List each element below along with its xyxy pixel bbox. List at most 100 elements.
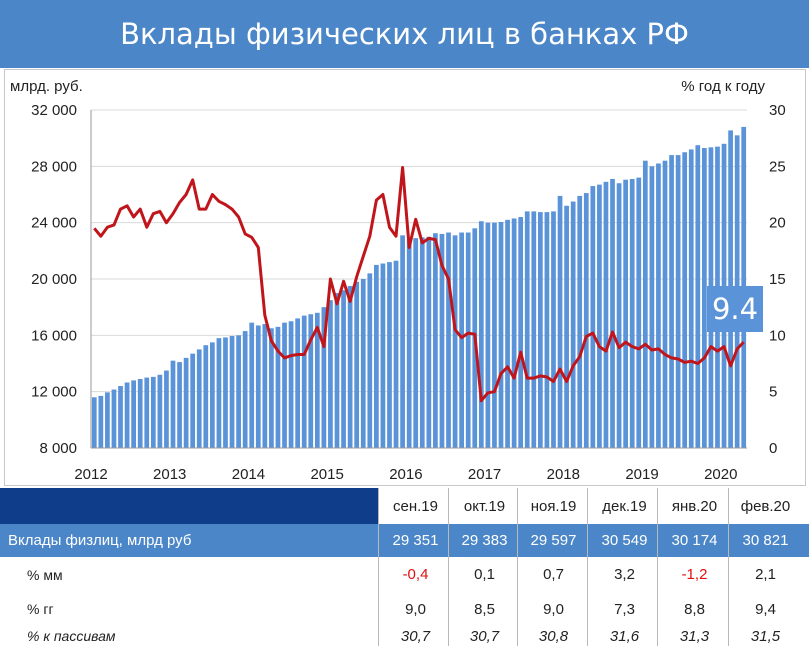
table-cell: 30 821 <box>742 532 789 549</box>
bar <box>662 160 668 448</box>
bar <box>269 328 274 448</box>
bar <box>577 195 583 448</box>
bar <box>459 232 465 448</box>
table-cell: 30,7 <box>469 627 500 645</box>
bar <box>98 395 104 448</box>
left-tick-label: 28 000 <box>31 158 77 175</box>
bar <box>518 217 524 448</box>
x-tick-label: 2015 <box>310 466 343 483</box>
bar <box>262 324 268 448</box>
row-label: Вклады физлиц, млрд руб <box>8 532 192 549</box>
bar <box>413 238 419 448</box>
latest-value-badge <box>707 286 763 332</box>
bar <box>656 163 661 448</box>
x-tick-label: 2018 <box>547 466 580 483</box>
x-tick-label: 2016 <box>389 466 422 483</box>
left-tick-label: 32 000 <box>31 102 77 119</box>
column-divider <box>378 626 379 646</box>
bar <box>236 335 241 448</box>
bar <box>223 337 228 448</box>
table-row: % гг 9,0 8,5 9,0 7,3 8,8 9,4 <box>0 592 809 627</box>
bar <box>400 235 405 448</box>
table-cell: 30 549 <box>601 532 648 549</box>
bar <box>492 222 497 448</box>
bar <box>137 378 143 448</box>
column-divider <box>517 592 518 626</box>
bar <box>124 382 130 448</box>
column-divider <box>587 626 588 646</box>
table-header-row: сен.19 окт.19 ноя.19 дек.19 янв.20 фев.20 <box>0 488 809 525</box>
bar <box>321 307 327 448</box>
column-divider <box>657 488 658 524</box>
chart-panel: 8 000 12 000 16 000 20 000 24 000 28 000 32 00… <box>4 69 806 486</box>
right-tick-label: 5 <box>769 384 777 401</box>
column-divider <box>728 592 729 626</box>
column-divider <box>657 557 658 592</box>
right-tick-label: 10 <box>769 327 786 344</box>
table-cell: 7,3 <box>614 600 635 618</box>
bar <box>478 221 484 448</box>
column-divider <box>657 592 658 626</box>
bar <box>669 155 674 449</box>
bar <box>439 233 445 448</box>
column-divider <box>587 592 588 626</box>
bar <box>688 149 694 448</box>
chart-svg: 8 000 12 000 16 000 20 000 24 000 28 000 32 00… <box>10 78 786 483</box>
bar <box>249 322 255 448</box>
left-tick-label: 24 000 <box>31 215 77 232</box>
table-row: % мм -0,4 0,1 0,7 3,2 -1,2 2,1 <box>0 557 809 593</box>
bar <box>557 195 563 448</box>
bar <box>360 279 366 448</box>
table-row: Вклады физлиц, млрд руб 29 351 29 383 29 59… <box>0 524 809 558</box>
table-cell: 30,7 <box>400 627 431 645</box>
bar <box>190 353 196 448</box>
x-tick-label: 2017 <box>468 466 501 483</box>
bar <box>347 286 353 448</box>
bar <box>105 392 110 448</box>
bar <box>216 338 222 448</box>
table-cell: 9,0 <box>405 600 426 618</box>
bar <box>426 236 432 448</box>
bar <box>511 218 517 448</box>
right-tick-label: 25 <box>769 158 786 175</box>
bar <box>636 177 642 448</box>
bar <box>157 374 163 448</box>
column-divider <box>517 626 518 646</box>
bar <box>275 326 281 448</box>
column-divider <box>728 557 729 592</box>
bar <box>387 262 392 448</box>
bar <box>196 349 202 448</box>
column-divider <box>448 488 449 524</box>
column-divider <box>448 524 449 557</box>
bar <box>649 166 655 448</box>
x-tick-label: 2014 <box>232 466 265 483</box>
table-cell: 3,2 <box>614 566 635 583</box>
bar <box>144 377 150 448</box>
bar <box>452 235 458 448</box>
bar <box>531 211 537 448</box>
bar <box>406 239 412 448</box>
bar <box>301 315 307 448</box>
column-divider <box>657 524 658 557</box>
yoy-growth-line <box>93 166 745 403</box>
bar <box>328 300 333 448</box>
table-cell: -0,4 <box>402 566 429 583</box>
column-divider <box>657 626 658 646</box>
row-label: % мм <box>27 566 63 583</box>
column-divider <box>517 524 518 557</box>
bar <box>675 155 681 449</box>
bar <box>255 325 261 448</box>
bar <box>354 281 360 448</box>
table-cell: 9,4 <box>755 600 776 618</box>
column-divider <box>587 524 588 557</box>
bar <box>537 212 543 448</box>
table-cell: 8,8 <box>684 600 705 618</box>
chart-title: Вклады физических лиц в банках РФ <box>120 17 689 51</box>
bar <box>433 233 438 448</box>
bar <box>111 389 117 448</box>
bar <box>314 312 320 448</box>
right-tick-label: 20 <box>769 215 786 232</box>
bar <box>209 342 215 448</box>
bar <box>341 290 346 448</box>
column-divider <box>378 557 379 592</box>
